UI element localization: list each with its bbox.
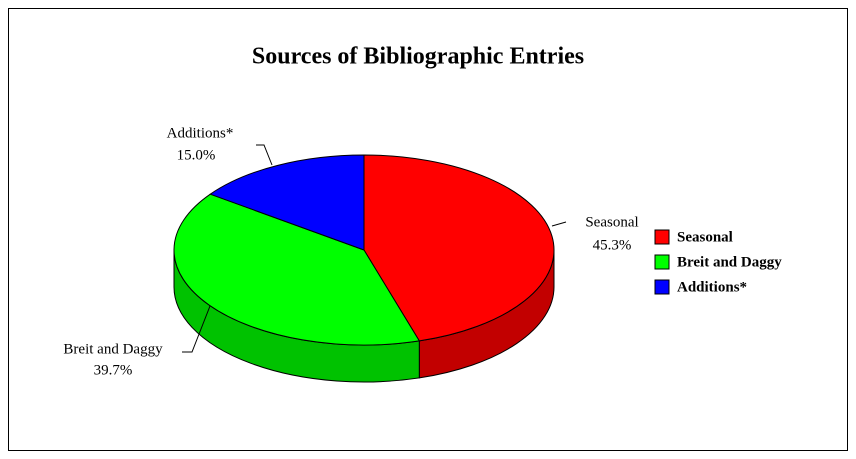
slice <box>173 193 421 346</box>
slice-label: Seasonal <box>585 214 638 230</box>
legend-label: Seasonal <box>677 229 733 245</box>
legend-label: Additions* <box>677 279 747 295</box>
pie <box>173 154 555 383</box>
slice <box>363 154 555 342</box>
legend: Seasonal Breit and Daggy Additions* <box>654 229 782 295</box>
legend-swatch <box>654 279 670 295</box>
legend-swatch <box>654 229 670 245</box>
leader-line <box>551 221 567 227</box>
slice <box>209 154 365 251</box>
value-label: 15.0% <box>177 147 216 163</box>
leader-line <box>182 305 211 353</box>
value-label: 39.7% <box>94 362 133 378</box>
legend-label: Breit and Daggy <box>677 254 782 270</box>
chart-title: Sources of Bibliographic Entries <box>252 44 584 70</box>
slice-label: Additions* <box>167 125 234 141</box>
value-label: 45.3% <box>593 237 632 253</box>
leader-lines <box>182 144 567 353</box>
leader-line <box>256 144 273 166</box>
legend-swatch <box>654 254 670 270</box>
slice-label: Breit and Daggy <box>63 341 163 357</box>
